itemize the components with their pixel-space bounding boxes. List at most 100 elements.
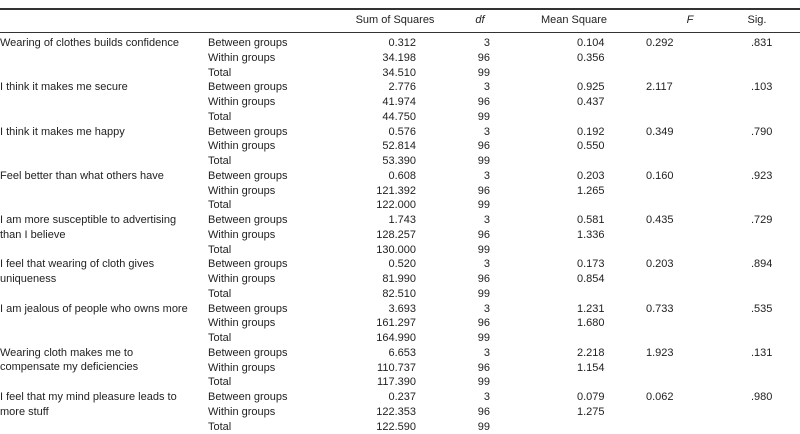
df-cell: 3 bbox=[483, 125, 490, 138]
mean-square-cell: 0.104 bbox=[577, 37, 605, 49]
f-cell: 2.117 bbox=[646, 81, 673, 94]
mean-square-cell: 0.173 bbox=[577, 258, 605, 271]
group-cell: Between groups bbox=[208, 302, 288, 315]
df-cell: 99 bbox=[477, 243, 490, 256]
sum-of-squares-cell: 122.590 bbox=[376, 420, 416, 433]
f-cell: 0.062 bbox=[646, 391, 674, 403]
sum-of-squares-cell: 164.990 bbox=[376, 332, 416, 344]
group-cell: Within groups bbox=[208, 51, 276, 64]
group-cell: Total bbox=[208, 243, 232, 256]
df-cell: 99 bbox=[477, 66, 490, 79]
item-label: Wearing cloth makes me to compensate my … bbox=[0, 346, 139, 374]
df-cell: 3 bbox=[483, 258, 490, 271]
group-cell: Between groups bbox=[208, 346, 288, 359]
sig-cell: .103 bbox=[751, 81, 773, 94]
group-cell: Between groups bbox=[208, 81, 288, 94]
sum-of-squares-cell: 6.653 bbox=[388, 346, 416, 359]
item-label: I feel that wearing of cloth gives uniqu… bbox=[0, 258, 155, 285]
group-cell: Total bbox=[208, 332, 232, 344]
f-cell: 0.733 bbox=[646, 302, 674, 315]
sig-cell: .923 bbox=[751, 169, 773, 182]
item-label: I am more susceptible to advertising tha… bbox=[0, 214, 177, 241]
group-cell: Between groups bbox=[208, 391, 288, 403]
df-cell: 99 bbox=[477, 110, 490, 123]
header-rule bbox=[0, 32, 800, 33]
mean-square-cell: 0.356 bbox=[577, 51, 605, 64]
df-cell: 96 bbox=[477, 228, 490, 241]
group-cell: Total bbox=[208, 420, 232, 433]
sum-of-squares-cell: 82.510 bbox=[382, 287, 416, 300]
mean-square-cell: 1.336 bbox=[577, 228, 605, 241]
df-cell: 99 bbox=[477, 376, 490, 389]
sum-of-squares-cell: 0.576 bbox=[388, 125, 416, 138]
mean-square-cell: 0.854 bbox=[577, 273, 605, 285]
sum-of-squares-cell: 2.776 bbox=[388, 81, 416, 94]
sig-cell: .790 bbox=[751, 125, 773, 138]
sum-of-squares-cell: 3.693 bbox=[388, 302, 416, 315]
sig-cell: .131 bbox=[751, 346, 773, 359]
sum-of-squares-cell: 122.353 bbox=[376, 405, 416, 418]
mean-square-cell: 0.203 bbox=[577, 169, 605, 182]
group-cell: Within groups bbox=[208, 140, 276, 153]
mean-square-cell: 1.154 bbox=[577, 361, 605, 374]
item-label: I think it makes me happy bbox=[0, 125, 125, 138]
mean-square-cell: 1.265 bbox=[577, 184, 605, 197]
sum-of-squares-cell: 0.520 bbox=[388, 258, 416, 271]
sum-of-squares-cell: 81.990 bbox=[382, 273, 416, 285]
group-cell: Within groups bbox=[208, 317, 276, 330]
mean-square-cell: 0.550 bbox=[577, 140, 605, 153]
df-cell: 3 bbox=[483, 81, 490, 94]
mean-square-cell: 0.079 bbox=[577, 391, 605, 403]
f-cell: 0.349 bbox=[646, 125, 674, 138]
sum-of-squares-cell: 52.814 bbox=[382, 140, 416, 153]
sig-cell: .894 bbox=[751, 258, 773, 271]
group-cell: Total bbox=[208, 110, 232, 123]
df-cell: 96 bbox=[477, 273, 490, 285]
sig-cell: .535 bbox=[751, 302, 773, 315]
group-cell: Total bbox=[208, 199, 232, 212]
df-cell: 96 bbox=[477, 96, 490, 108]
group-cell: Total bbox=[208, 287, 232, 300]
sig-cell: .831 bbox=[751, 37, 773, 49]
group-cell: Within groups bbox=[208, 96, 276, 108]
sum-of-squares-cell: 0.608 bbox=[388, 169, 416, 182]
sum-of-squares-cell: 130.000 bbox=[376, 243, 416, 256]
header-f: F bbox=[686, 14, 694, 26]
sum-of-squares-cell: 1.743 bbox=[388, 214, 416, 226]
group-cell: Within groups bbox=[208, 361, 276, 374]
mean-square-cell: 1.275 bbox=[577, 405, 605, 418]
group-cell: Between groups bbox=[208, 214, 288, 226]
sum-of-squares-cell: 44.750 bbox=[382, 110, 416, 123]
df-cell: 96 bbox=[477, 184, 490, 197]
df-cell: 99 bbox=[477, 287, 490, 300]
top-rule bbox=[0, 8, 800, 10]
df-cell: 99 bbox=[477, 332, 490, 344]
item-label: I think it makes me secure bbox=[0, 81, 128, 94]
mean-square-cell: 1.231 bbox=[577, 302, 605, 315]
group-cell: Total bbox=[208, 66, 232, 79]
sum-of-squares-cell: 121.392 bbox=[376, 184, 416, 197]
df-cell: 3 bbox=[483, 391, 490, 403]
df-cell: 99 bbox=[477, 155, 490, 167]
f-cell: 0.203 bbox=[646, 258, 674, 271]
f-cell: 0.435 bbox=[646, 214, 674, 226]
item-label: I feel that my mind pleasure leads to mo… bbox=[0, 391, 177, 418]
sum-of-squares-cell: 122.000 bbox=[376, 199, 416, 212]
df-cell: 3 bbox=[483, 169, 490, 182]
header-mean-square: Mean Square bbox=[540, 14, 608, 26]
sum-of-squares-cell: 0.237 bbox=[388, 391, 416, 403]
df-cell: 3 bbox=[483, 37, 490, 49]
df-cell: 3 bbox=[483, 214, 490, 226]
sum-of-squares-cell: 128.257 bbox=[376, 228, 416, 241]
df-cell: 96 bbox=[477, 51, 490, 64]
group-cell: Between groups bbox=[208, 169, 288, 182]
mean-square-cell: 0.192 bbox=[577, 125, 605, 138]
group-cell: Between groups bbox=[208, 37, 288, 49]
group-cell: Within groups bbox=[208, 228, 276, 241]
f-cell: 0.160 bbox=[646, 169, 674, 182]
sig-cell: .729 bbox=[751, 214, 773, 226]
group-cell: Total bbox=[208, 155, 232, 167]
group-cell: Within groups bbox=[208, 405, 276, 418]
mean-square-cell: 1.680 bbox=[577, 317, 605, 330]
item-label: Wearing of clothes builds confidence bbox=[0, 37, 179, 49]
